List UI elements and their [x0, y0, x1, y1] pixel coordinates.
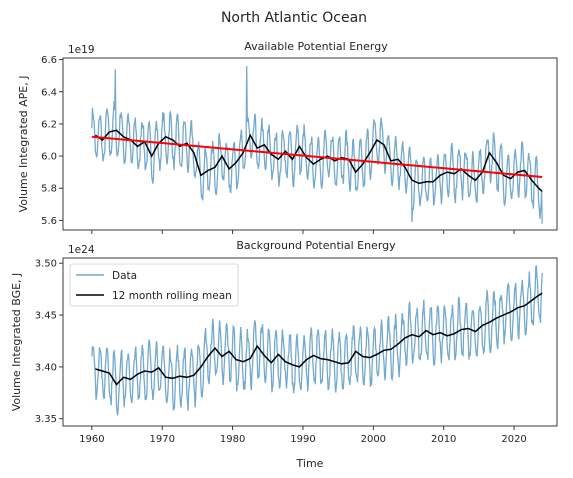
- ape-multiplier: 1e19: [68, 44, 95, 56]
- bge-x-tick-label: 2010: [431, 434, 456, 445]
- ape-y-tick-label: 5.8: [41, 184, 57, 195]
- ape-panel: Available Potential Energy 1e19 Volume I…: [17, 40, 558, 234]
- ape-series-data: [91, 65, 543, 224]
- bge-series-rolling-mean: [95, 292, 543, 386]
- bge-multiplier: 1e24: [68, 244, 95, 256]
- ape-series: [91, 65, 543, 224]
- ape-y-tick-label: 6.4: [41, 87, 57, 98]
- bge-frame: [62, 257, 558, 427]
- bge-x-tick-label: 1980: [220, 434, 245, 445]
- bge-series-data: [91, 265, 543, 416]
- ape-axes: 5.6 5.8 6.0 6.2 6.4 6.6: [41, 55, 515, 234]
- bge-x-tick-label: 1960: [79, 434, 104, 445]
- bge-y-tick-label: 3.40: [35, 362, 57, 373]
- ape-ylabel: Volume Integrated APE, J: [17, 76, 30, 213]
- bge-x-tick-label: 2020: [501, 434, 526, 445]
- bge-y-tick-label: 3.50: [35, 259, 57, 270]
- ape-series-rolling-mean: [94, 129, 543, 192]
- ape-y-tick-label: 6.2: [41, 119, 57, 130]
- bge-title: Background Potential Energy: [236, 239, 396, 252]
- ape-y-tick-label: 5.6: [41, 216, 57, 227]
- bge-y-tick-label: 3.35: [35, 414, 57, 425]
- legend-box: [69, 263, 239, 307]
- x-axis-label: Time: [296, 457, 324, 470]
- legend: Data 12 month rolling mean: [69, 263, 239, 307]
- legend-label-data: Data: [112, 270, 137, 282]
- ape-title: Available Potential Energy: [244, 40, 388, 53]
- figure-suptitle: North Atlantic Ocean: [221, 10, 367, 26]
- bge-ylabel: Volume Integrated BGE, J: [10, 273, 23, 412]
- ape-series-trend: [91, 135, 543, 178]
- bge-x-tick-label: 2000: [361, 434, 386, 445]
- ape-frame: [62, 57, 558, 231]
- bge-series: [91, 265, 543, 416]
- bge-panel: Background Potential Energy 1e24 Volume …: [10, 239, 558, 445]
- bge-x-tick-label: 1990: [290, 434, 315, 445]
- legend-label-rolling-mean: 12 month rolling mean: [112, 290, 232, 302]
- bge-x-tick-label: 1970: [149, 434, 174, 445]
- bge-axes: 1960 1970 1980 1990 2000 2010 2020 3.35 3.40 3.45…: [35, 259, 527, 445]
- ape-y-tick-label: 6.0: [41, 152, 57, 163]
- ape-y-tick-label: 6.6: [41, 55, 57, 66]
- bge-y-tick-label: 3.45: [35, 311, 57, 322]
